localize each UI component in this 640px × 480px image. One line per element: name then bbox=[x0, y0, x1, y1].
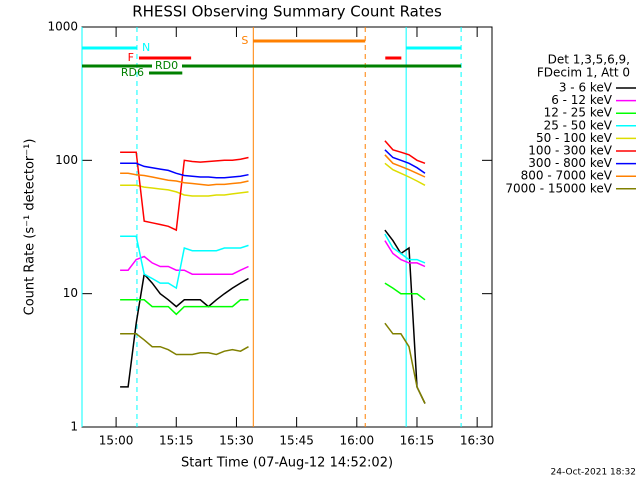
x-tick-label: 15:30 bbox=[219, 434, 254, 448]
legend-label: 6 - 12 keV bbox=[551, 93, 613, 107]
y-tick-label: 1000 bbox=[47, 20, 78, 34]
legend-label: 3 - 6 keV bbox=[559, 81, 613, 95]
series-line bbox=[120, 322, 426, 404]
x-tick-label: 15:00 bbox=[99, 434, 134, 448]
series-line bbox=[120, 233, 426, 290]
x-tick-label: 16:30 bbox=[460, 434, 495, 448]
flag-label-bg bbox=[152, 60, 182, 72]
y-axis-title: Count Rate (s⁻¹ detector⁻¹) bbox=[23, 139, 38, 316]
y-tick-label: 1 bbox=[70, 420, 78, 434]
legend-label: 100 - 300 keV bbox=[528, 144, 612, 158]
legend-label: 12 - 25 keV bbox=[544, 106, 613, 120]
x-tick-label: 15:45 bbox=[279, 434, 314, 448]
series-line bbox=[120, 149, 426, 179]
x-tick-label: 15:15 bbox=[159, 434, 194, 448]
x-tick-label: 16:00 bbox=[340, 434, 375, 448]
legend-header: FDecim 1, Att 0 bbox=[537, 66, 630, 80]
legend-label: 7000 - 15000 keV bbox=[505, 181, 612, 195]
legend-label: 50 - 100 keV bbox=[536, 131, 613, 145]
x-tick-label: 16:15 bbox=[400, 434, 435, 448]
legend-label: 300 - 800 keV bbox=[528, 156, 612, 170]
x-axis-title: Start Time (07-Aug-12 14:52:02) bbox=[181, 456, 393, 471]
series-line bbox=[120, 140, 426, 232]
y-tick-label: 10 bbox=[63, 286, 78, 300]
legend-label: 800 - 7000 keV bbox=[521, 169, 613, 183]
legend-label: 25 - 50 keV bbox=[544, 118, 613, 132]
series-line bbox=[120, 240, 426, 275]
chart-title: RHESSI Observing Summary Count Rates bbox=[132, 3, 442, 21]
series-line bbox=[120, 282, 426, 316]
legend-header: Det 1,3,5,6,9, bbox=[548, 53, 630, 67]
flag-label: RD6 bbox=[121, 66, 144, 79]
flag-label: N bbox=[142, 41, 150, 54]
flag-label: F bbox=[128, 51, 134, 64]
series-line bbox=[120, 154, 426, 187]
flag-label: S bbox=[241, 34, 248, 47]
y-tick-label: 100 bbox=[55, 153, 78, 167]
footer: 24-Oct-2021 18:32 bbox=[551, 468, 636, 478]
series-line bbox=[120, 162, 426, 197]
flag-label: RD0 bbox=[155, 59, 178, 72]
